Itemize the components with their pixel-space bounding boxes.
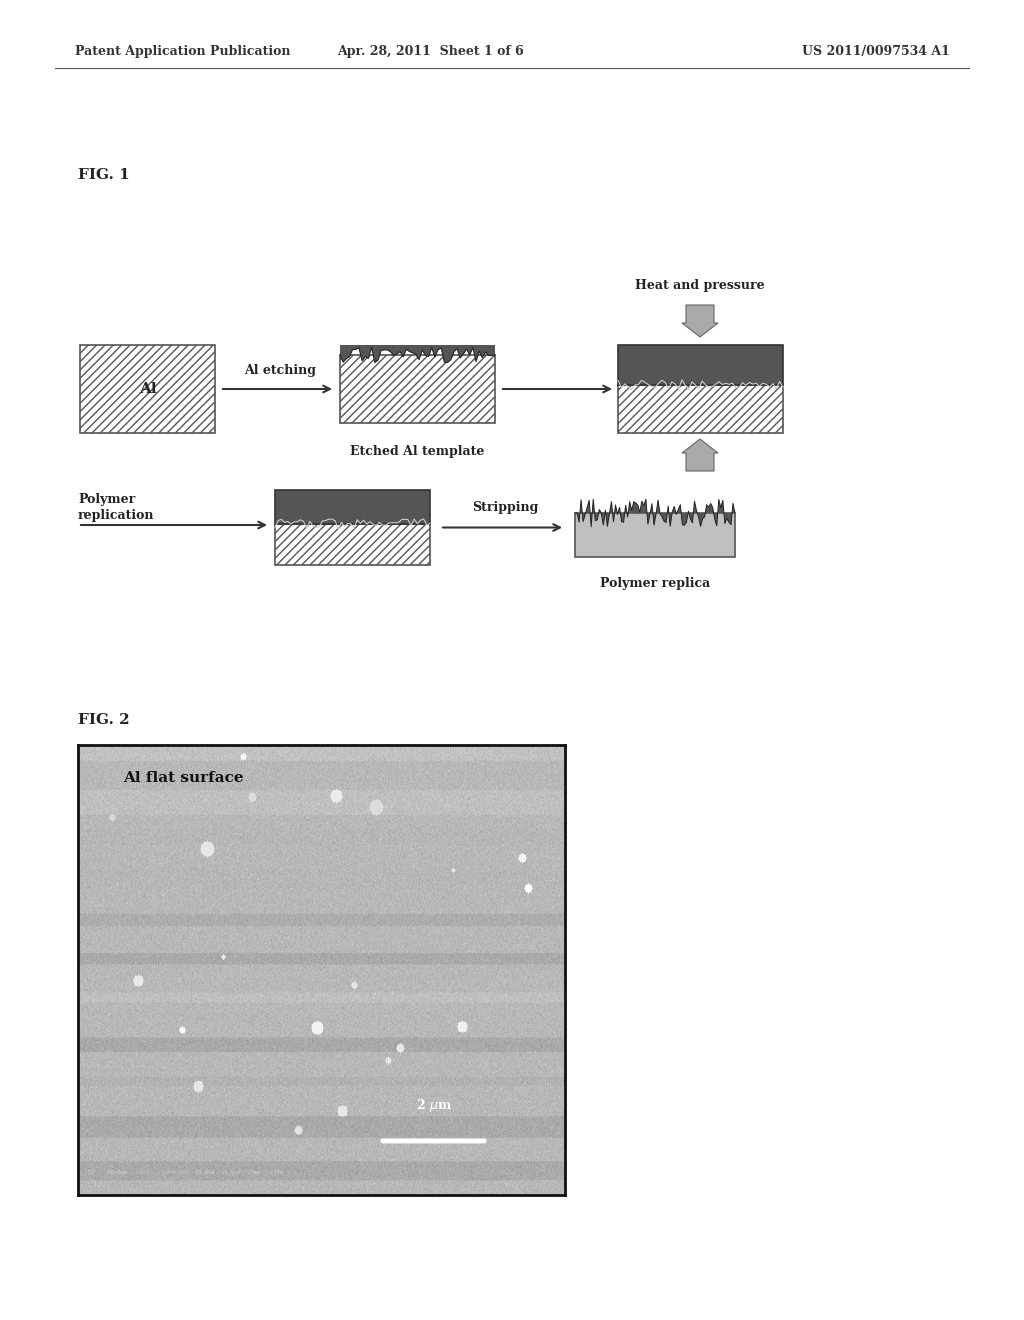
- Text: FIG. 1: FIG. 1: [78, 168, 130, 182]
- Text: FIG. 2: FIG. 2: [78, 713, 130, 727]
- Bar: [340, 355, 495, 422]
- Bar: [275, 490, 430, 524]
- FancyArrow shape: [682, 305, 718, 337]
- Bar: [275, 524, 430, 565]
- Text: Patent Application Publication: Patent Application Publication: [75, 45, 291, 58]
- Text: Etched Al template: Etched Al template: [350, 445, 484, 458]
- Text: Apr. 28, 2011  Sheet 1 of 6: Apr. 28, 2011 Sheet 1 of 6: [337, 45, 523, 58]
- Text: Polymer: Polymer: [78, 494, 135, 507]
- Text: Heat and pressure: Heat and pressure: [635, 279, 765, 292]
- Text: Al etching: Al etching: [244, 364, 316, 378]
- Bar: [575, 513, 735, 557]
- Text: Polymer replica: Polymer replica: [600, 577, 710, 590]
- Text: replication: replication: [78, 510, 155, 523]
- Bar: [618, 345, 783, 384]
- Text: US 2011/0097534 A1: US 2011/0097534 A1: [802, 45, 950, 58]
- Text: Stripping: Stripping: [472, 500, 539, 513]
- Text: Al: Al: [138, 381, 157, 396]
- Bar: [80, 345, 215, 433]
- Text: 2 $\mu$m: 2 $\mu$m: [416, 1097, 452, 1114]
- Bar: [618, 384, 783, 433]
- FancyArrow shape: [682, 440, 718, 471]
